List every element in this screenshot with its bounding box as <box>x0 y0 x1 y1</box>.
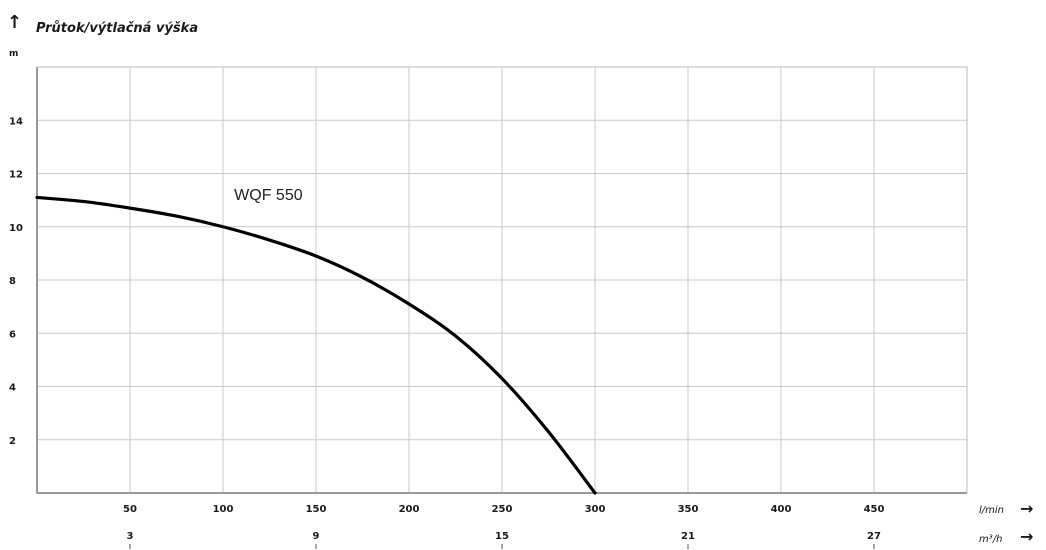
grid-lines <box>37 67 967 493</box>
y-axis-unit: m <box>9 49 18 59</box>
y-tick-label: 8 <box>9 276 16 287</box>
x-tick-label: 200 <box>399 504 420 515</box>
y-tick-label: 4 <box>9 383 16 394</box>
x2-tick-labels: 3 9 15 21 27 <box>127 531 881 549</box>
x-tick-label: 450 <box>864 504 885 515</box>
x2-tick-label: 3 <box>127 531 134 542</box>
x2-axis-unit: m³/h <box>979 534 1002 545</box>
axes <box>36 66 968 494</box>
x-tick-label: 150 <box>306 504 327 515</box>
x-axis-arrow: → <box>1020 499 1033 518</box>
y-tick-label: 12 <box>9 170 23 181</box>
x2-tick-label: 21 <box>681 531 695 542</box>
x2-tick-label: 27 <box>867 531 881 542</box>
y-tick-label: 10 <box>9 223 23 234</box>
y-tick-label: 2 <box>9 436 16 447</box>
x-tick-label: 100 <box>213 504 234 515</box>
x-tick-label: 50 <box>123 504 137 515</box>
x-axis-unit: l/min <box>979 505 1004 516</box>
x-tick-labels: 50 100 150 200 250 300 350 400 450 <box>123 504 884 515</box>
x-tick-label: 250 <box>492 504 513 515</box>
x2-tick-label: 15 <box>495 531 509 542</box>
x-tick-label: 350 <box>678 504 699 515</box>
x2-tick-label: 9 <box>313 531 320 542</box>
series-group: WQF 550 <box>35 187 597 495</box>
x2-axis-arrow: → <box>1020 527 1033 546</box>
series-line-wqf-550 <box>35 195 597 495</box>
y-tick-label: 6 <box>9 329 16 340</box>
series-label: WQF 550 <box>234 187 303 204</box>
y-axis-arrow: ↑ <box>7 12 22 33</box>
x-tick-label: 300 <box>585 504 606 515</box>
x-tick-label: 400 <box>771 504 792 515</box>
chart-title: Průtok/výtlačná výška <box>36 21 198 36</box>
y-tick-label: 14 <box>9 116 23 127</box>
y-tick-labels: 2 4 6 8 10 12 14 <box>9 116 23 447</box>
